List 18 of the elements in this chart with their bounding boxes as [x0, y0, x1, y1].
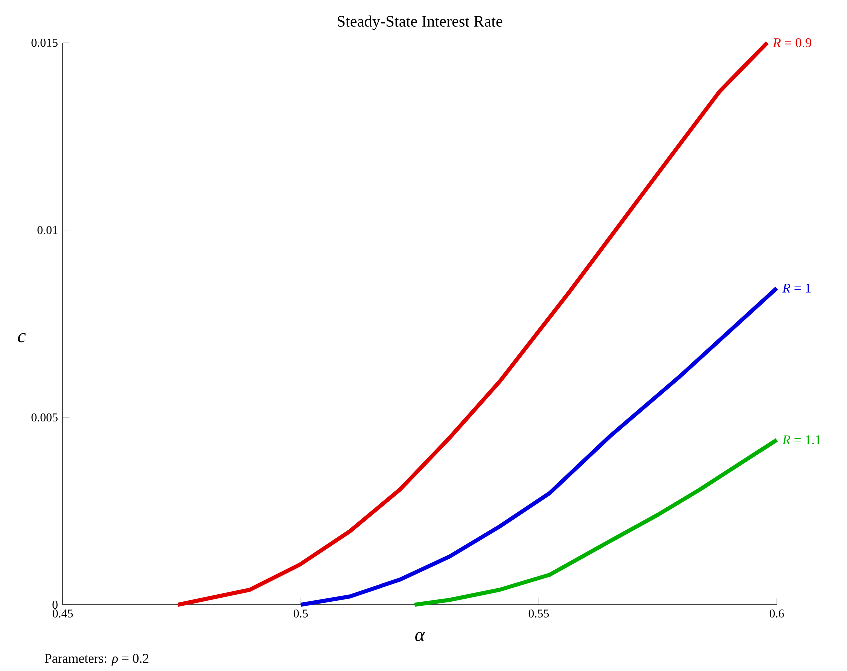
- y-tick-label: 0.015: [32, 38, 58, 48]
- y-tick-label: 0: [52, 600, 58, 610]
- text: Parameters: ρ = 0.2: [45, 654, 149, 666]
- y-axis-title: c: [18, 333, 26, 343]
- series-label: R = 0.9: [773, 38, 812, 48]
- line-series: [176, 40, 770, 607]
- x-tick-label: 0.55: [528, 610, 550, 618]
- x-axis-title: α: [416, 632, 426, 642]
- y-tick-label: 0.005: [32, 414, 58, 422]
- x-tick-label: 0.5: [294, 610, 308, 618]
- series-label: R = 1: [782, 284, 811, 293]
- line-series: [412, 438, 779, 607]
- y-tick-label: 0.01: [38, 226, 58, 234]
- series-label: R = 1.1: [782, 436, 821, 445]
- x-tick-label: 0.6: [770, 610, 784, 618]
- x-tick-label: 0.45: [52, 610, 74, 618]
- chart-title: Steady-State Interest Rate: [338, 16, 503, 30]
- line-series: [299, 286, 779, 607]
